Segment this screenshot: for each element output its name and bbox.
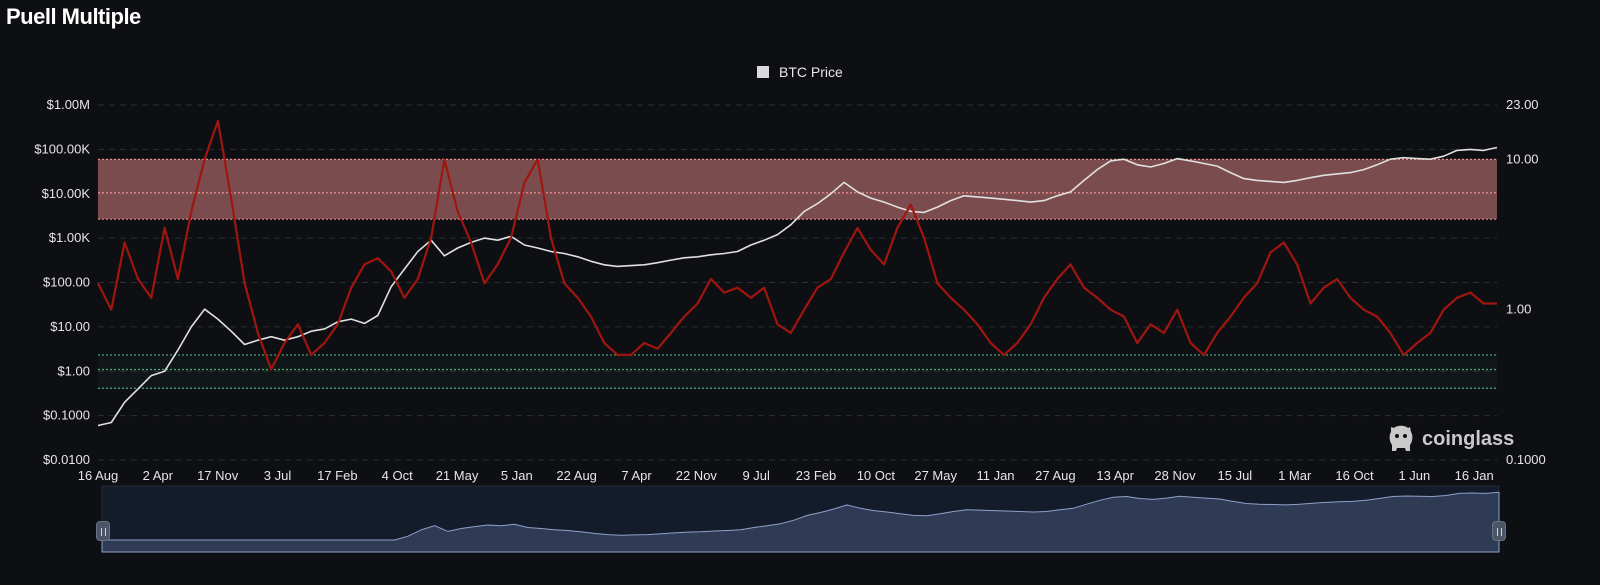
page-title: Puell Multiple: [6, 4, 141, 29]
series-line-btc-price[interactable]: [97, 146, 1498, 427]
x-tick-label: 1 Mar: [1278, 468, 1312, 483]
y-left-tick-label: $1.00K: [49, 230, 91, 245]
x-tick-label: 7 Apr: [621, 468, 652, 483]
navigator-left-handle[interactable]: [96, 521, 110, 541]
y-left-tick-label: $0.1000: [43, 408, 90, 423]
x-tick-label: 17 Feb: [317, 468, 357, 483]
x-tick-label: 11 Jan: [976, 468, 1014, 483]
navigator-area: [101, 491, 1500, 553]
coinglass-watermark: coinglass: [1388, 424, 1514, 454]
x-tick-label: 16 Jan: [1455, 468, 1494, 483]
x-tick-label: 28 Nov: [1154, 468, 1196, 483]
y-left-tick-label: $100.00K: [34, 141, 90, 156]
legend-label-btc-price: BTC Price: [779, 64, 843, 80]
x-tick-label: 27 May: [914, 468, 957, 483]
y-left-tick-label: $1.00M: [47, 97, 90, 112]
x-tick-label: 10 Oct: [857, 468, 896, 483]
legend-swatch-btc-price: [757, 66, 770, 78]
y-left-tick-label: $100.00: [43, 275, 90, 290]
y-left-tick-label: $1.00: [57, 363, 90, 378]
coinglass-logo-icon: [1389, 425, 1413, 451]
navigator-right-handle[interactable]: [1492, 521, 1506, 541]
x-tick-label: 17 Nov: [197, 468, 239, 483]
x-tick-label: 2 Apr: [143, 468, 174, 483]
y-right-tick-label: 10.00: [1506, 151, 1539, 166]
y-right-tick-label: 23.00: [1506, 97, 1539, 112]
x-tick-label: 5 Jan: [501, 468, 533, 483]
x-tick-label: 23 Feb: [796, 468, 836, 483]
x-tick-label: 16 Oct: [1335, 468, 1374, 483]
x-tick-label: 13 Apr: [1096, 468, 1134, 483]
y-left-tick-label: $10.00K: [42, 186, 91, 201]
chart-legend[interactable]: BTC Price: [0, 64, 1600, 80]
x-tick-label: 16 Aug: [78, 468, 119, 483]
threshold-band: [98, 159, 1497, 220]
y-left-tick-label: $0.0100: [43, 452, 90, 467]
series-line-puell-multiple[interactable]: [97, 119, 1497, 371]
x-tick-label: 21 May: [436, 468, 479, 483]
watermark-text: coinglass: [1422, 427, 1515, 450]
x-tick-label: 4 Oct: [382, 468, 413, 483]
x-tick-label: 22 Aug: [556, 468, 597, 483]
threshold-band: [98, 354, 1497, 389]
x-tick-label: 3 Jul: [264, 468, 292, 483]
x-tick-label: 9 Jul: [742, 468, 770, 483]
x-tick-label: 22 Nov: [676, 468, 718, 483]
y-left-tick-label: $10.00: [50, 319, 90, 334]
x-tick-label: 15 Jul: [1218, 468, 1253, 483]
y-right-tick-label: 1.00: [1506, 302, 1531, 317]
x-tick-label: 1 Jun: [1398, 468, 1430, 483]
y-right-tick-label: 0.1000: [1506, 452, 1546, 467]
x-tick-label: 27 Aug: [1035, 468, 1076, 483]
